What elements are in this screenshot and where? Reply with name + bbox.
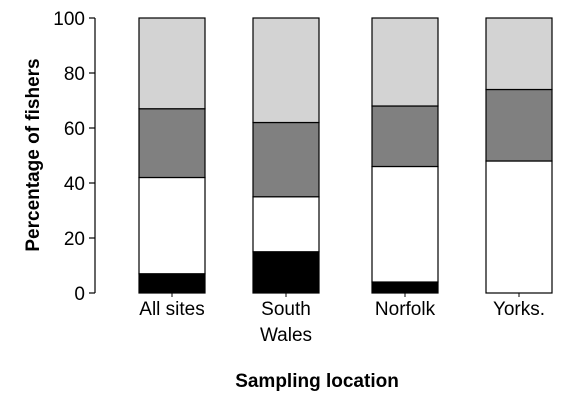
bar-segment [138,108,206,179]
bar-segment [252,17,320,124]
bar-segment [138,17,206,110]
x-axis-title: Sampling location [235,371,399,392]
bar-segment [485,17,553,91]
bar-segment [138,176,206,275]
y-tick-label: 60 [64,119,85,140]
y-tick-label: 100 [53,9,85,30]
labels: 0 20 40 60 80 100 All sites South Wales Norfolk Yo… [53,9,545,346]
x-tick-label: Yorks. [493,299,545,320]
bar-segment [371,281,439,294]
bar-segment [252,196,320,253]
bar-segment [485,160,553,294]
bar-segment [252,121,320,198]
bars [138,17,553,294]
y-tick-label: 40 [64,174,85,195]
bar-segment [138,273,206,294]
bar-segment [485,88,553,162]
x-tick-label: Norfolk [375,299,436,320]
y-tick-label: 80 [64,64,85,85]
bar-segment [371,105,439,168]
bar-segment [371,17,439,107]
y-axis-title: Percentage of fishers [23,58,44,251]
bar-segment [371,165,439,283]
x-tick-label: Wales [260,325,312,346]
y-tick-label: 0 [74,284,85,305]
axes [89,17,520,297]
y-tick-label: 20 [64,229,85,250]
bar-segment [252,251,320,294]
x-tick-label: All sites [139,299,204,320]
x-tick-label: South [261,299,311,320]
